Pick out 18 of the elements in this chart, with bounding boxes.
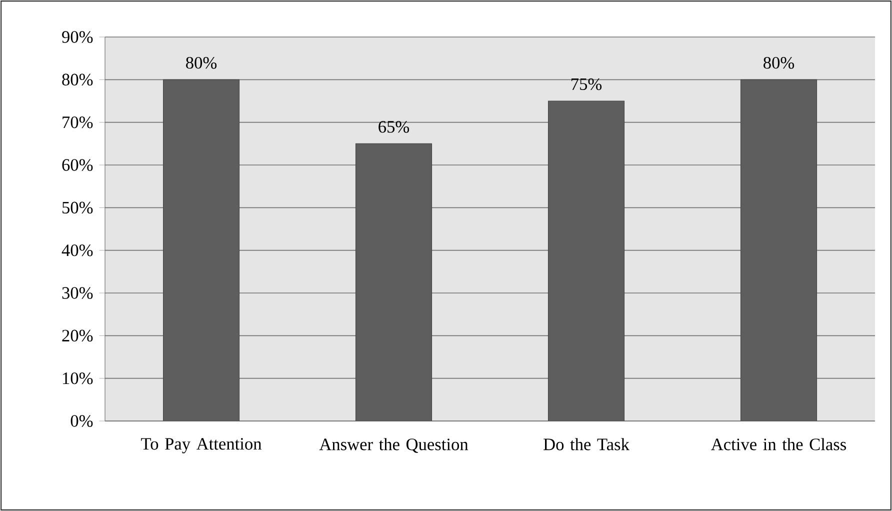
y-tick-label: 90% xyxy=(62,31,93,43)
data-label: 65% xyxy=(378,120,410,133)
data-label: 75% xyxy=(572,78,602,90)
y-tick-label: 0% xyxy=(70,415,93,427)
y-tick-label: 40% xyxy=(62,244,93,256)
y-tick-label: 20% xyxy=(62,330,93,342)
y-tick-label: 60% xyxy=(62,159,93,171)
y-tick-label: 80% xyxy=(62,74,93,86)
y-tick-label: 10% xyxy=(63,372,93,384)
y-tick-label: 50% xyxy=(62,202,93,214)
y-tick-label: 70% xyxy=(62,116,93,128)
x-tick-label: Do the Task xyxy=(544,438,630,450)
x-tick-label: Answer the Question xyxy=(319,438,468,453)
x-tick-label: To Pay Attention xyxy=(141,438,262,454)
data-label: 80% xyxy=(764,56,794,69)
data-label: 80% xyxy=(186,56,217,69)
x-tick-label: Active in the Class xyxy=(711,438,846,450)
y-tick-label: 30% xyxy=(62,287,93,299)
